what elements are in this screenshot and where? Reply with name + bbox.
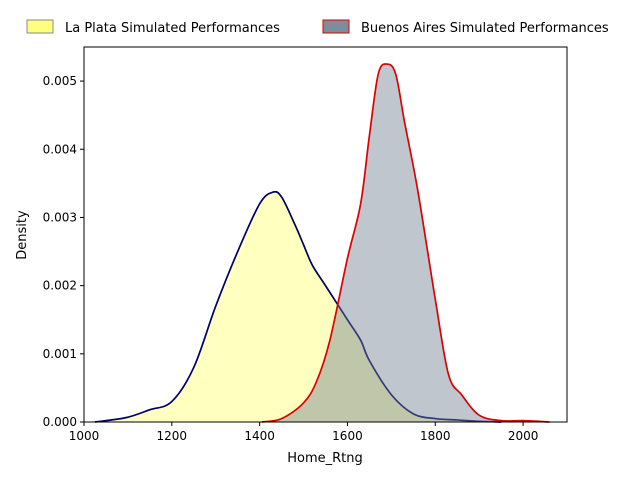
y-axis-label: Density (15, 210, 30, 260)
x-tick-label: 1600 (332, 429, 363, 443)
plot-area (94, 63, 550, 423)
line-la-plata (94, 190, 502, 423)
x-tick-label: 1400 (244, 429, 275, 443)
legend-label-la-plata: La Plata Simulated Performances (65, 21, 280, 36)
x-tick-label: 1800 (420, 429, 451, 443)
y-tick-label: 0.005 (43, 74, 77, 88)
y-tick-label: 0.000 (43, 415, 77, 429)
y-tick-label: 0.004 (43, 142, 77, 156)
legend-entry-buenos-aires: Buenos Aires Simulated Performances (322, 19, 609, 36)
area-buenos-aires (261, 63, 550, 422)
x-tick-label: 2000 (508, 429, 539, 443)
axes-frame (83, 46, 568, 423)
y-tick-label: 0.002 (43, 279, 77, 293)
legend-swatch-buenos-aires (322, 19, 350, 34)
legend-label-buenos-aires: Buenos Aires Simulated Performances (361, 21, 609, 36)
legend: La Plata Simulated Performances Buenos A… (26, 19, 609, 36)
line-buenos-aires (261, 63, 550, 423)
x-axis-label: Home_Rtng (287, 451, 363, 466)
x-axis: 1000 1200 1400 1600 1800 2000 (69, 422, 539, 443)
y-axis: 0.000 0.001 0.002 0.003 0.004 0.005 (43, 74, 84, 429)
legend-entry-la-plata: La Plata Simulated Performances (26, 19, 280, 36)
x-tick-label: 1200 (157, 429, 188, 443)
y-tick-label: 0.001 (43, 347, 77, 361)
area-la-plata (94, 191, 502, 422)
y-tick-label: 0.003 (43, 210, 77, 224)
x-tick-label: 1000 (69, 429, 100, 443)
legend-swatch-la-plata (26, 19, 54, 34)
